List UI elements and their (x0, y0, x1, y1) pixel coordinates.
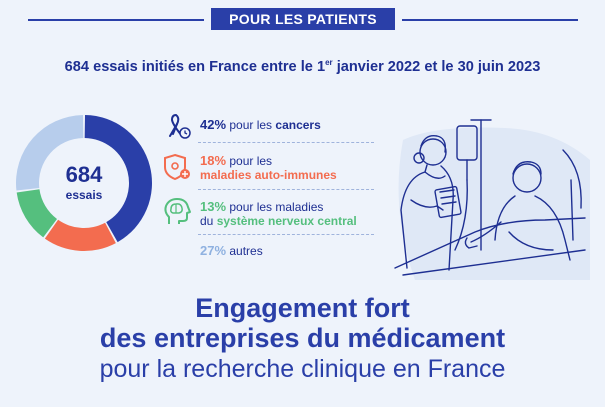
headline-sup: er (325, 58, 333, 67)
slogan-line-1: Engagement fort (195, 293, 410, 323)
label-cancers: cancers (275, 118, 321, 132)
category-snc: 13% pour les maladies du système nerveux… (200, 199, 357, 229)
donut-center: 684 essais (14, 113, 154, 253)
ribbon-icon (169, 113, 191, 139)
headline-start: 684 essais initiés en France entre le 1 (64, 58, 326, 75)
donut-segment-3 (16, 189, 58, 238)
donut-chart (16, 115, 152, 251)
donut-segment-4 (16, 115, 84, 191)
nurse-patient-illustration (394, 119, 590, 280)
label-snc: système nerveux central (216, 214, 357, 228)
pct-snc: 13% (200, 199, 227, 214)
category-cancers: 42% pour les cancers (200, 117, 321, 133)
divider (198, 234, 374, 235)
headline: 684 essais initiés en France entre le 1e… (0, 58, 605, 75)
header-badge: POUR LES PATIENTS (211, 8, 395, 30)
donut-segment-2 (44, 219, 116, 251)
text-autoimmune: pour les (226, 154, 273, 168)
pct-autres: 27% (200, 243, 227, 258)
pct-cancers: 42% (200, 117, 227, 132)
header-rule-right (402, 19, 578, 21)
donut-total: 684 (65, 162, 103, 187)
text-snc-2: du (200, 214, 217, 228)
headline-end: janvier 2022 et le 30 juin 2023 (332, 58, 541, 75)
donut-unit: essais (65, 188, 103, 202)
divider (198, 142, 374, 143)
category-autres: 27% autres (200, 243, 263, 259)
slogan-line-2: des entreprises du médicament (99, 323, 506, 353)
pct-autoimmune: 18% (200, 153, 227, 168)
text-autres: autres (226, 244, 263, 258)
text-cancers: pour les (226, 118, 276, 132)
brain-head-icon (164, 198, 191, 224)
text-snc-1: pour les maladies (226, 200, 324, 214)
label-autoimmune: maladies auto-immunes (200, 168, 337, 182)
header-rule-left (28, 19, 204, 21)
slogan-line-3: pour la recherche clinique en France (99, 355, 506, 383)
shield-cell-icon (164, 153, 190, 181)
category-autoimmune: 18% pour les maladies auto-immunes (200, 153, 337, 183)
donut-segment-1 (84, 115, 152, 243)
divider (198, 189, 374, 190)
